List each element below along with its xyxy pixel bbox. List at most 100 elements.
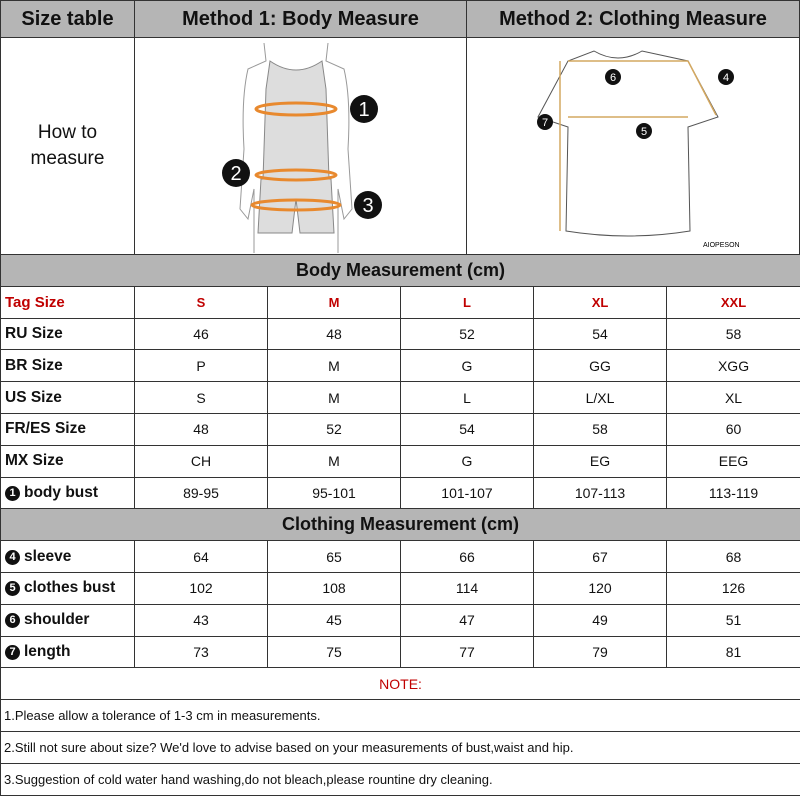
table-cell: 79 — [533, 635, 667, 669]
table-cell: 113-119 — [665, 476, 800, 510]
row-label-text: sleeve — [24, 547, 72, 565]
table-cell: M — [267, 444, 401, 478]
table-cell: 68 — [665, 540, 800, 573]
table-cell: 102 — [134, 571, 268, 605]
table-row: 4 sleeve 64 65 66 67 68 — [0, 540, 800, 573]
tag-size-row: Tag Size S M L XL XXL — [0, 285, 800, 319]
size-table-header: Size table — [0, 0, 135, 38]
table-cell: 45 — [267, 603, 401, 637]
method2-header: Method 2: Clothing Measure — [466, 0, 800, 38]
clothing-measurement-heading: Clothing Measurement (cm) — [0, 508, 800, 542]
table-cell: 75 — [267, 635, 401, 669]
table-row: 5 clothes bust 102 108 114 120 126 — [0, 571, 800, 605]
table-cell: GG — [533, 349, 667, 383]
table-cell: P — [134, 349, 268, 383]
table-cell: 114 — [400, 571, 534, 605]
table-cell: 48 — [267, 317, 401, 351]
row-label: 6 shoulder — [0, 603, 135, 637]
table-cell: 52 — [400, 317, 534, 351]
table-cell: EG — [533, 444, 667, 478]
marker-4: 4 — [723, 72, 729, 84]
row-label-text: clothes bust — [24, 579, 116, 597]
row-label: RU Size — [0, 317, 135, 351]
row-label: US Size — [0, 381, 135, 414]
marker-6: 6 — [610, 72, 616, 84]
note-row: NOTE: — [0, 667, 800, 701]
tshirt-figure-icon: 6 4 5 7 AIOPESON — [537, 50, 740, 249]
size-table: Body Measurement (cm) Tag Size S M L XL XXL RU … — [0, 254, 800, 796]
note-line: 1.Please allow a tolerance of 1-3 cm in … — [0, 699, 800, 732]
body-measure-illustration: 1 2 3 — [134, 37, 467, 255]
section-row: Clothing Measurement (cm) — [0, 508, 800, 542]
marker-icon: 6 — [5, 613, 20, 629]
table-cell: 126 — [665, 571, 800, 605]
table-cell: 101-107 — [400, 476, 534, 510]
table-row: 7 length 73 75 77 79 81 — [0, 635, 800, 669]
table-cell: G — [400, 349, 534, 383]
marker-3: 3 — [362, 195, 373, 217]
note-row: 3.Suggestion of cold water hand washing,… — [0, 762, 800, 796]
row-label-text: US Size — [5, 388, 62, 406]
table-cell: 89-95 — [134, 476, 268, 510]
table-cell: CH — [134, 444, 268, 478]
marker-5: 5 — [641, 126, 647, 138]
marker-icon: 5 — [5, 581, 20, 597]
how-to-measure-section: Size table Method 1: Body Measure Method… — [0, 0, 800, 255]
note-row: 2.Still not sure about size? We'd love t… — [0, 730, 800, 764]
row-label-text: MX Size — [5, 452, 64, 470]
table-cell: 95-101 — [267, 476, 401, 510]
table-cell: S — [134, 381, 268, 414]
table-row: US Size S M L L/XL XL — [0, 381, 800, 414]
how-to-measure-label: How to measure — [0, 37, 135, 255]
row-label: 5 clothes bust — [0, 571, 135, 605]
table-cell: 120 — [533, 571, 667, 605]
brand-label: AIOPESON — [703, 242, 740, 249]
table-cell: 58 — [533, 412, 667, 446]
table-cell: 65 — [267, 540, 401, 573]
method1-header: Method 1: Body Measure — [134, 0, 467, 38]
table-cell: L — [400, 381, 534, 414]
note-line: 3.Suggestion of cold water hand washing,… — [0, 762, 800, 796]
table-cell: 52 — [267, 412, 401, 446]
table-cell: G — [400, 444, 534, 478]
row-label-text: body bust — [24, 483, 99, 501]
row-label: 4 sleeve — [0, 540, 135, 573]
tag-size-label: Tag Size — [0, 285, 135, 319]
table-row: BR Size P M G GG XGG — [0, 349, 800, 383]
row-label: 7 length — [0, 635, 135, 669]
table-row: MX Size CH M G EG EEG — [0, 444, 800, 478]
table-cell: 66 — [400, 540, 534, 573]
table-cell: 107-113 — [533, 476, 667, 510]
row-label-text: BR Size — [5, 356, 63, 374]
row-label-text: length — [24, 642, 71, 660]
table-cell: 58 — [665, 317, 800, 351]
table-cell: M — [267, 349, 401, 383]
table-cell: 64 — [134, 540, 268, 573]
size-header: XL — [533, 285, 667, 319]
section-row: Body Measurement (cm) — [0, 254, 800, 287]
size-header: L — [400, 285, 534, 319]
note-heading: NOTE: — [0, 667, 800, 701]
table-cell: 60 — [665, 412, 800, 446]
size-header: M — [267, 285, 401, 319]
clothing-measure-illustration: 6 4 5 7 AIOPESON — [466, 37, 800, 255]
marker-2: 2 — [230, 163, 241, 185]
table-cell: XGG — [665, 349, 800, 383]
table-row: RU Size 46 48 52 54 58 — [0, 317, 800, 351]
marker-7: 7 — [542, 117, 548, 129]
row-label: 1 body bust — [0, 476, 135, 510]
table-row: FR/ES Size 48 52 54 58 60 — [0, 412, 800, 446]
table-cell: 48 — [134, 412, 268, 446]
size-header: XXL — [665, 285, 800, 319]
table-cell: 67 — [533, 540, 667, 573]
table-cell: 47 — [400, 603, 534, 637]
table-cell: XL — [665, 381, 800, 414]
marker-icon: 4 — [5, 549, 20, 565]
table-cell: 108 — [267, 571, 401, 605]
marker-icon: 7 — [5, 644, 20, 660]
row-label: MX Size — [0, 444, 135, 478]
table-cell: M — [267, 381, 401, 414]
row-label-text: RU Size — [5, 324, 63, 342]
marker-1: 1 — [358, 99, 369, 121]
row-label: BR Size — [0, 349, 135, 383]
